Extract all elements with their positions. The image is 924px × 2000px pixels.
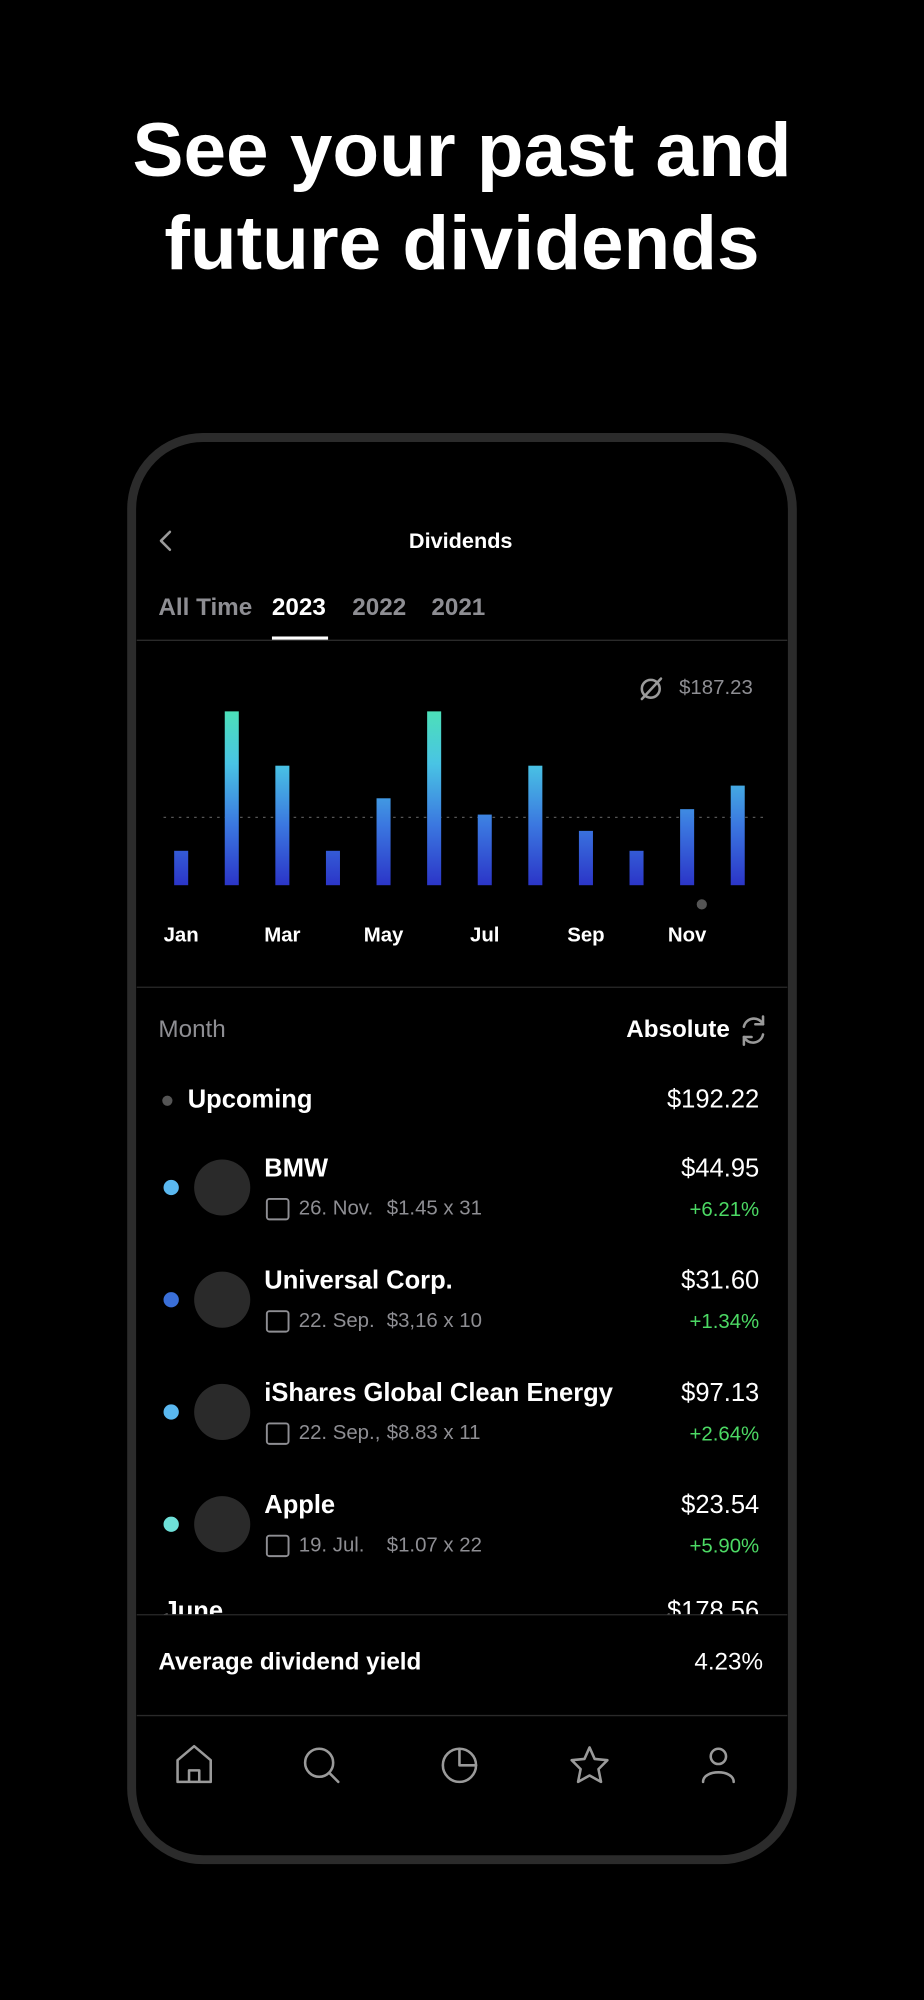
- list-item[interactable]: iShares Global Clean Energy 22. Sep., $8.8…: [163, 1379, 760, 1445]
- item-detail: $3,16 x 10: [387, 1310, 482, 1332]
- calendar-icon: [265, 1422, 290, 1445]
- x-tick-label: Jul: [470, 925, 499, 947]
- list-header: Month: [158, 1016, 225, 1043]
- calendar-icon: [265, 1534, 290, 1558]
- bar: [376, 798, 391, 886]
- item-dot: [163, 1292, 179, 1308]
- item-change: +6.21%: [689, 1199, 759, 1221]
- item-amount: $97.13: [681, 1379, 759, 1407]
- footer-label: Average dividend yield: [158, 1649, 421, 1676]
- group-dot: [162, 1095, 173, 1106]
- item-date: 22. Sep.: [299, 1310, 375, 1332]
- list: Month Absolute Upcoming $192.22 BMW 26. N…: [158, 1015, 765, 1625]
- item-name: Universal Corp.: [264, 1267, 452, 1295]
- item-amount: $31.60: [681, 1267, 759, 1295]
- item-name: Apple: [264, 1491, 335, 1519]
- list-item[interactable]: Apple 19. Jul. $1.07 x 22 $23.54 +5.90%: [163, 1491, 760, 1558]
- item-change: +5.90%: [689, 1536, 759, 1558]
- list-item[interactable]: Universal Corp. 22. Sep. $3,16 x 10 $31.60 +…: [163, 1267, 760, 1333]
- back-button[interactable]: [159, 530, 172, 552]
- nav-home[interactable]: [176, 1744, 213, 1784]
- headline: See your past and: [132, 108, 791, 193]
- nav-search[interactable]: [303, 1747, 340, 1784]
- bar: [629, 850, 644, 886]
- phone-frame: [127, 433, 797, 1865]
- group-label: June: [164, 1597, 224, 1625]
- group-label: Upcoming: [188, 1085, 313, 1113]
- average-label: $187.23: [679, 677, 753, 699]
- toggle[interactable]: Absolute: [626, 1016, 730, 1043]
- bar: [578, 830, 593, 886]
- tab[interactable]: 2022: [352, 594, 406, 621]
- item-change: +2.64%: [689, 1423, 759, 1445]
- item-change: +1.34%: [689, 1311, 759, 1333]
- item-dot: [163, 1179, 179, 1196]
- bar: [477, 814, 492, 886]
- item-amount: $44.95: [681, 1154, 759, 1182]
- bar: [174, 850, 189, 886]
- calendar-icon: [265, 1310, 290, 1333]
- tab-underline: [271, 636, 329, 641]
- item-date: 22. Sep.,: [299, 1422, 381, 1444]
- bar: [528, 765, 543, 886]
- bar: [275, 765, 290, 886]
- x-tick-label: Nov: [668, 925, 707, 947]
- screen-title: Dividends: [409, 528, 513, 553]
- item-detail: $1.45 x 31: [387, 1198, 482, 1220]
- x-tick-label: Jan: [164, 925, 199, 947]
- selection-dot: [696, 899, 707, 910]
- tab-active[interactable]: 2023: [272, 594, 326, 621]
- bar: [224, 711, 239, 886]
- group-total: $192.22: [667, 1085, 759, 1113]
- nav-portfolio[interactable]: [441, 1747, 478, 1784]
- item-logo: [194, 1496, 251, 1553]
- item-logo: [194, 1271, 251, 1328]
- item-amount: $23.54: [681, 1491, 759, 1519]
- bar: [325, 850, 340, 886]
- list-item[interactable]: BMW 26. Nov. $1.45 x 31 $44.95 +6.21%: [163, 1154, 760, 1221]
- x-tick-label: Mar: [264, 925, 300, 947]
- footer-value: 4.23%: [694, 1649, 763, 1676]
- nav-watchlist[interactable]: [570, 1746, 609, 1784]
- average-icon: [640, 677, 663, 701]
- calendar-icon: [265, 1198, 290, 1221]
- chart: Jan Mar May Jul Sep Nov: [163, 711, 764, 947]
- item-logo: [194, 1383, 251, 1441]
- item-dot: [163, 1516, 179, 1532]
- headline: future dividends: [164, 201, 759, 286]
- refresh-icon[interactable]: [742, 1015, 765, 1046]
- x-tick-label: Sep: [567, 925, 604, 947]
- item-name: BMW: [264, 1154, 329, 1182]
- item-date: 26. Nov.: [299, 1198, 373, 1220]
- item-logo: [194, 1159, 251, 1216]
- item-name: iShares Global Clean Energy: [264, 1379, 613, 1407]
- tab[interactable]: All Time: [158, 594, 252, 621]
- items: BMW 26. Nov. $1.45 x 31 $44.95 +6.21% Univers…: [163, 1154, 760, 1558]
- item-dot: [163, 1404, 179, 1420]
- group-total: $178.56: [667, 1597, 759, 1625]
- item-detail: $1.07 x 22: [387, 1534, 482, 1556]
- x-tick-label: May: [364, 925, 404, 947]
- tab[interactable]: 2021: [431, 594, 485, 621]
- bar: [730, 785, 745, 886]
- bar: [680, 809, 695, 886]
- item-detail: $8.83 x 11: [387, 1422, 481, 1444]
- item-date: 19. Jul.: [299, 1534, 365, 1556]
- bar: [427, 711, 442, 886]
- nav-profile[interactable]: [701, 1747, 735, 1784]
